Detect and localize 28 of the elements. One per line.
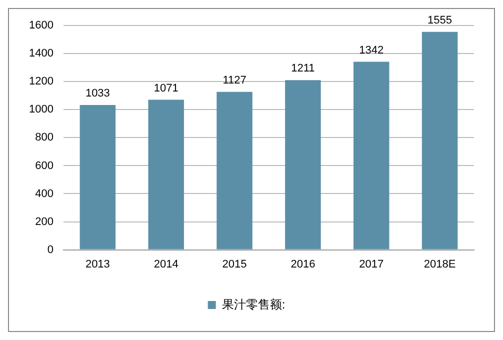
bar	[422, 32, 458, 250]
y-tick-label: 1000	[28, 104, 54, 116]
y-tick-label: 0	[47, 244, 54, 256]
x-tick-label: 2017	[359, 258, 384, 270]
bar	[80, 105, 116, 250]
y-tick-label: 1400	[28, 48, 54, 60]
x-tick-label: 2013	[85, 258, 110, 270]
x-tick-label: 2018E	[424, 258, 456, 270]
y-tick-label: 600	[35, 160, 54, 172]
bar	[285, 80, 321, 250]
bar	[148, 100, 184, 250]
y-tick-label: 1200	[28, 76, 54, 88]
legend-label: 果汁零售额:	[222, 297, 286, 312]
data-label: 1127	[222, 74, 246, 86]
bar	[353, 62, 390, 250]
x-tick-label: 2015	[222, 258, 247, 270]
data-label: 1071	[154, 82, 178, 94]
data-label: 1033	[85, 88, 110, 100]
x-tick-label: 2016	[290, 258, 316, 270]
data-label: 1555	[428, 14, 452, 26]
y-tick-label: 400	[35, 188, 54, 200]
y-tick-label: 1600	[28, 20, 54, 32]
data-label: 1211	[291, 62, 315, 75]
bar	[216, 92, 252, 250]
y-tick-label: 200	[35, 216, 54, 228]
x-tick-label: 2014	[154, 258, 178, 270]
data-label: 1342	[359, 44, 384, 56]
y-tick-label: 800	[35, 132, 54, 144]
